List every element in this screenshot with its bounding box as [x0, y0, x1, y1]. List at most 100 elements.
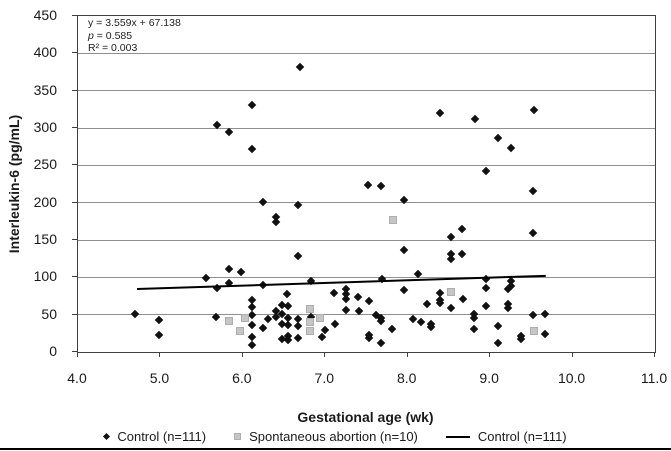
control-data-point: [494, 134, 503, 143]
line-marker-icon: [445, 435, 470, 438]
control-data-point: [469, 324, 478, 334]
diamond-marker-icon: [103, 432, 111, 441]
legend-item-control-trendline: Control (n=111): [445, 429, 567, 444]
gridline: [78, 127, 655, 129]
control-data-point: [263, 314, 272, 324]
control-data-point: [481, 301, 491, 310]
r-squared: R² = 0.003: [88, 42, 138, 54]
x-tick-label: 11.0: [640, 370, 668, 386]
x-tick: [406, 352, 408, 357]
x-tick-label: 8.0: [396, 370, 417, 386]
abortion-data-point: [306, 318, 315, 327]
y-tick: [72, 276, 77, 278]
y-tick: [72, 89, 77, 91]
legend-item-control-points: Control (n=111): [103, 429, 207, 444]
control-data-point: [481, 283, 491, 293]
control-data-point: [363, 180, 373, 189]
x-tick: [159, 352, 161, 357]
y-tick: [72, 52, 77, 54]
control-data-point: [540, 329, 549, 339]
gridline: [78, 164, 655, 166]
abortion-data-point: [306, 327, 315, 336]
y-tick-label: 0: [49, 343, 57, 359]
control-data-point: [494, 321, 503, 331]
legend-label: Spontaneous abortion (n=10): [249, 429, 418, 444]
control-data-point: [341, 294, 351, 304]
control-data-point: [528, 310, 538, 319]
plot-area: y = 3.559x + 67.138 p = 0.585 R² = 0.003: [77, 15, 656, 353]
control-data-point: [283, 320, 293, 330]
x-tick-label: 6.0: [232, 370, 252, 386]
control-data-point: [528, 229, 538, 238]
y-tick: [72, 127, 77, 128]
legend-item-spontaneous-abortion: Spontaneous abortion (n=10): [234, 429, 418, 444]
control-data-point: [130, 309, 140, 319]
abortion-data-point: [316, 313, 325, 322]
control-data-point: [271, 217, 281, 227]
control-data-point: [154, 330, 164, 340]
control-data-point: [293, 321, 303, 331]
x-tick: [654, 352, 655, 357]
y-tick-label: 250: [33, 156, 57, 173]
gridline: [78, 276, 655, 278]
control-data-point: [154, 315, 164, 325]
control-data-point: [330, 319, 340, 328]
control-data-point: [506, 143, 515, 153]
control-data-point: [247, 100, 257, 110]
legend: Control (n=111) Spontaneous abortion (n=…: [0, 429, 671, 444]
control-data-point: [529, 105, 539, 115]
x-tick-label: 7.0: [314, 370, 335, 386]
control-data-point: [224, 264, 234, 274]
abortion-data-point: [240, 314, 249, 323]
control-data-point: [224, 128, 234, 137]
control-data-point: [293, 333, 303, 343]
y-tick-label: 150: [33, 231, 57, 247]
square-marker-icon: [234, 433, 242, 440]
abortion-data-point: [235, 327, 244, 336]
control-data-point: [247, 320, 257, 330]
legend-label: Control (n=111): [117, 429, 207, 444]
abortion-data-point: [224, 316, 233, 325]
control-data-point: [469, 314, 478, 323]
control-data-point: [457, 249, 467, 259]
legend-label: Control (n=111): [477, 429, 567, 444]
control-data-point: [354, 293, 363, 302]
y-tick: [72, 239, 77, 240]
y-tick: [72, 201, 77, 203]
y-tick: [72, 15, 77, 16]
p-value: p = 0.585: [88, 29, 133, 42]
control-data-point: [481, 167, 491, 176]
control-data-point: [295, 62, 304, 72]
control-data-point: [283, 301, 293, 310]
x-tick: [77, 352, 78, 357]
control-data-point: [494, 338, 503, 348]
abortion-data-point: [388, 215, 397, 224]
control-data-point: [201, 273, 210, 283]
control-data-point: [293, 252, 303, 261]
x-tick-label: 4.0: [67, 370, 87, 386]
control-data-point: [471, 114, 480, 124]
y-tick: [72, 313, 77, 315]
control-data-point: [416, 317, 426, 327]
regression-annotation: y = 3.559x + 67.138 p = 0.585 R² = 0.003: [88, 17, 181, 55]
control-data-point: [236, 267, 246, 277]
control-data-point: [247, 340, 257, 349]
control-data-point: [247, 310, 257, 319]
control-data-point: [399, 245, 408, 254]
control-data-point: [364, 296, 374, 306]
x-tick-label: 5.0: [149, 370, 170, 386]
abortion-data-point: [306, 304, 315, 313]
control-data-point: [376, 181, 385, 191]
x-tick-label: 9.0: [479, 370, 499, 386]
control-data-point: [528, 186, 538, 195]
control-data-point: [447, 254, 456, 263]
control-data-point: [283, 289, 292, 298]
y-tick-label: 450: [33, 7, 57, 23]
control-data-point: [422, 299, 431, 309]
abortion-data-point: [447, 288, 456, 297]
control-data-point: [259, 197, 268, 207]
gridline: [78, 202, 655, 204]
control-data-point: [540, 309, 549, 319]
x-tick: [324, 352, 326, 357]
